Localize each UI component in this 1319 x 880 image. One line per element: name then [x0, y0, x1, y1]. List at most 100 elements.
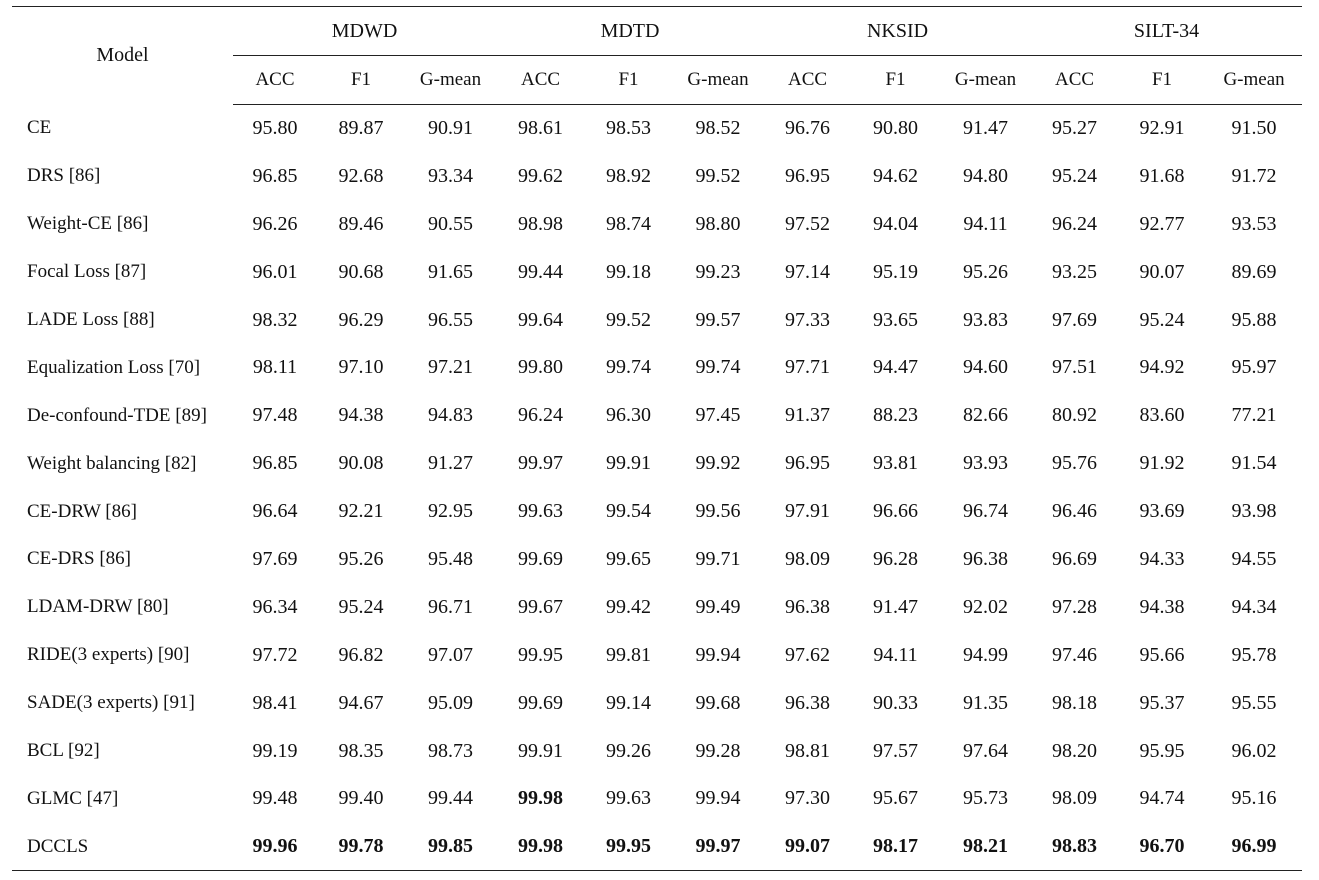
metric-value: 96.28: [873, 547, 919, 570]
metric-value: 96.70: [1139, 835, 1185, 858]
table-row: Weight balancing [82] 96.85 90.08 91.27 99.9…: [12, 440, 1302, 488]
metric-value: 99.69: [518, 691, 564, 714]
metric-value: 94.99: [963, 643, 1009, 666]
metric-value: 93.65: [873, 308, 919, 331]
metric-value: 97.52: [785, 212, 831, 235]
metric-value: 99.96: [252, 835, 298, 858]
metric-header: F1: [585, 55, 673, 105]
metric-value: 98.41: [252, 691, 298, 714]
metric-value: 97.45: [695, 404, 741, 427]
table-row: LADE Loss [88] 98.32 96.29 96.55 99.64 99.52 9…: [12, 296, 1302, 344]
metric-value: 95.19: [873, 260, 919, 283]
metric-value: 98.35: [338, 739, 384, 762]
metric-value: 93.81: [873, 452, 919, 475]
metric-value: 91.35: [963, 691, 1009, 714]
metric-value: 91.68: [1139, 164, 1185, 187]
metric-value: 90.91: [428, 117, 473, 140]
table-row: DRS [86] 96.85 92.68 93.34 99.62 98.92 99.52 96…: [12, 152, 1302, 200]
metric-value: 99.52: [695, 164, 741, 187]
metric-value: 94.33: [1139, 547, 1185, 570]
metric-value: 95.37: [1139, 691, 1185, 714]
metric-value: 97.72: [252, 643, 298, 666]
table-body: CE 95.80 89.87 90.91 98.61 98.53 98.52 96.76 90.…: [12, 105, 1302, 871]
metric-value: 95.26: [963, 260, 1009, 283]
metric-value: 99.14: [606, 691, 652, 714]
metric-value: 91.47: [873, 595, 919, 618]
metric-value: 99.56: [695, 500, 741, 523]
metric-value: 95.80: [252, 117, 298, 140]
metric-value: 95.88: [1231, 308, 1277, 331]
metric-value: 98.09: [1052, 787, 1098, 810]
model-name: LADE Loss [88]: [27, 309, 155, 330]
metric-value: 97.64: [963, 739, 1009, 762]
metric-value: 99.44: [518, 260, 564, 283]
metric-value: 95.95: [1139, 739, 1185, 762]
metric-value: 97.30: [785, 787, 831, 810]
metric-value: 94.60: [963, 356, 1009, 379]
metric-header: ACC: [764, 55, 852, 105]
metric-value: 97.46: [1052, 643, 1098, 666]
metric-value: 99.26: [606, 739, 652, 762]
metric-value: 97.28: [1052, 595, 1098, 618]
table-header: Model MDWD MDTD NKSID SILT-34 ACC F1 G-mean ACC F…: [12, 6, 1303, 105]
metric-value: 93.93: [963, 452, 1009, 475]
metric-value: 95.97: [1231, 356, 1277, 379]
metric-value: 98.53: [606, 117, 652, 140]
metric-value: 99.67: [518, 595, 564, 618]
metric-value: 94.55: [1231, 547, 1277, 570]
metric-value: 93.69: [1139, 500, 1185, 523]
table-row: De-confound-TDE [89] 97.48 94.38 94.83 96.24…: [12, 392, 1302, 440]
table-row: SADE(3 experts) [91] 98.41 94.67 95.09 99.69…: [12, 679, 1302, 727]
metric-value: 99.62: [518, 164, 564, 187]
metric-value: 96.38: [785, 691, 831, 714]
model-name: CE-DRS [86]: [27, 548, 131, 570]
metric-value: 94.80: [963, 164, 1009, 187]
metric-value: 99.94: [695, 643, 741, 666]
metric-header: F1: [1118, 55, 1207, 105]
metric-value: 99.71: [695, 547, 741, 570]
metric-value: 94.74: [1139, 787, 1185, 810]
metric-value: 96.55: [428, 308, 473, 331]
metric-value: 97.48: [252, 404, 298, 427]
metric-value: 96.85: [252, 164, 298, 187]
metric-value: 98.80: [695, 212, 741, 235]
metric-value: 92.68: [338, 164, 384, 187]
metric-value: 96.24: [1052, 212, 1098, 235]
table-row: CE 95.80 89.87 90.91 98.61 98.53 98.52 96.76 90.…: [12, 105, 1302, 153]
table-row: Focal Loss [87] 96.01 90.68 91.65 99.44 99.18…: [12, 248, 1302, 296]
model-name: Weight-CE [86]: [27, 213, 149, 235]
metric-value: 99.94: [695, 787, 741, 810]
model-name: LDAM-DRW [80]: [27, 596, 169, 618]
metric-value: 91.92: [1139, 452, 1185, 475]
metric-value: 88.23: [873, 404, 919, 427]
metric-value: 96.76: [785, 117, 831, 140]
metric-value: 95.26: [338, 547, 384, 570]
metric-value: 99.91: [606, 452, 652, 475]
dataset-header: MDWD: [233, 6, 497, 56]
metric-value: 91.37: [785, 404, 831, 427]
metric-header: ACC: [1031, 55, 1119, 105]
metric-value: 97.69: [1052, 308, 1098, 331]
metric-value: 96.95: [785, 452, 831, 475]
metric-value: 99.98: [518, 787, 564, 810]
dataset-header: SILT-34: [1031, 6, 1303, 56]
table-row: CE-DRW [86] 96.64 92.21 92.95 99.63 99.54 99.5…: [12, 488, 1302, 536]
metric-value: 99.57: [695, 308, 741, 331]
metric-value: 94.38: [1139, 595, 1185, 618]
dataset-header: MDTD: [496, 6, 765, 56]
metric-value: 96.30: [606, 404, 652, 427]
metric-value: 89.46: [338, 212, 384, 235]
metric-value: 77.21: [1231, 404, 1277, 427]
metric-value: 95.55: [1231, 691, 1277, 714]
metric-value: 82.66: [963, 404, 1009, 427]
metric-value: 90.80: [873, 117, 919, 140]
metric-value: 95.16: [1231, 787, 1277, 810]
table-row: Equalization Loss [70] 98.11 97.10 97.21 99.…: [12, 344, 1302, 392]
metric-value: 98.61: [518, 117, 564, 140]
metric-value: 99.52: [606, 308, 652, 331]
model-name: RIDE(3 experts) [90]: [27, 644, 190, 666]
metric-value: 97.14: [785, 260, 831, 283]
metric-value: 99.68: [695, 691, 741, 714]
metric-value: 91.54: [1231, 452, 1277, 475]
metric-value: 99.74: [695, 356, 741, 379]
